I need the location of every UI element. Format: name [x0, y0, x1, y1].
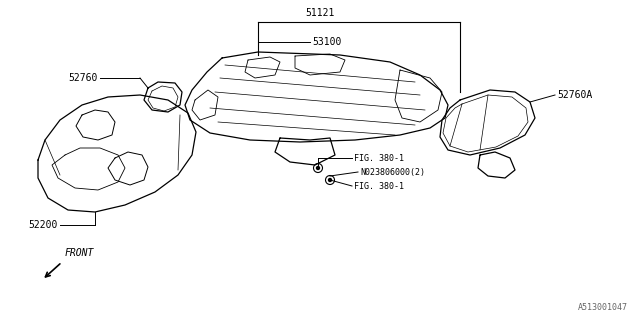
Circle shape: [317, 166, 319, 170]
Circle shape: [328, 179, 332, 181]
Text: FIG. 380-1: FIG. 380-1: [354, 181, 404, 190]
Text: 52760: 52760: [68, 73, 98, 83]
Text: 53100: 53100: [312, 37, 341, 47]
Text: N023806000(2): N023806000(2): [360, 167, 425, 177]
Text: 51121: 51121: [305, 8, 335, 18]
Text: FRONT: FRONT: [65, 248, 94, 258]
Text: FIG. 380-1: FIG. 380-1: [354, 154, 404, 163]
Text: A513001047: A513001047: [578, 303, 628, 312]
Text: 52200: 52200: [29, 220, 58, 230]
Text: 52760A: 52760A: [557, 90, 592, 100]
